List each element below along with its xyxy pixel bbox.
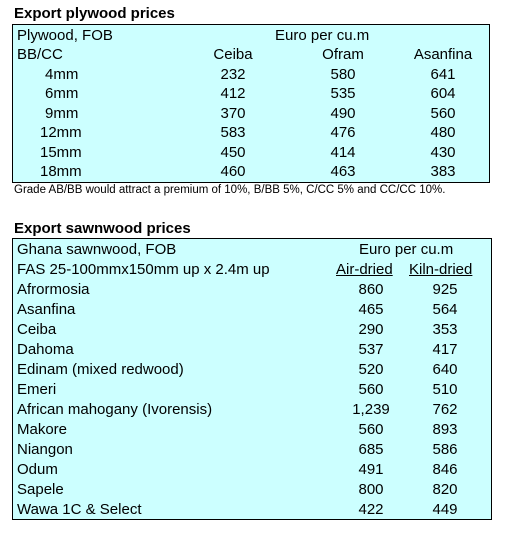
table-row: 9mm 370 490 560 — [13, 104, 489, 124]
table-row: Edinam (mixed redwood) 520 640 — [13, 360, 491, 380]
cell-ceiba: 370 — [220, 105, 246, 122]
plywood-title: Export plywood prices — [14, 5, 175, 22]
row-label: Afrormosia — [17, 281, 90, 298]
cell-asanfina: 480 — [430, 124, 456, 141]
cell-ceiba: 450 — [220, 144, 246, 161]
cell-kiln-dried: 417 — [432, 341, 458, 358]
cell-ceiba: 412 — [220, 85, 246, 102]
table-row: 6mm 412 535 604 — [13, 84, 489, 104]
row-label: Makore — [17, 421, 68, 438]
sawnwood-col-air-dried: Air-dried — [336, 261, 393, 278]
row-label: 12mm — [40, 124, 82, 141]
plywood-col-ceiba: Ceiba — [213, 46, 253, 63]
cell-kiln-dried: 893 — [432, 421, 458, 438]
plywood-header-label: Plywood, FOB — [17, 27, 113, 44]
cell-ceiba: 232 — [220, 66, 246, 83]
cell-air-dried: 685 — [358, 441, 384, 458]
table-row: Asanfina 465 564 — [13, 300, 491, 320]
table-row: Ceiba 290 353 — [13, 320, 491, 340]
cell-ofram: 476 — [330, 124, 356, 141]
sawnwood-col-kiln-dried: Kiln-dried — [409, 261, 473, 278]
cell-kiln-dried: 449 — [432, 501, 458, 518]
table-row: Dahoma 537 417 — [13, 340, 491, 360]
cell-kiln-dried: 640 — [432, 361, 458, 378]
table-row: 4mm 232 580 641 — [13, 65, 489, 85]
row-label: 18mm — [40, 163, 82, 180]
plywood-grade-label: BB/CC — [17, 46, 63, 63]
row-label: African mahogany (Ivorensis) — [17, 401, 213, 418]
row-label: Odum — [17, 461, 58, 478]
table-row: 15mm 450 414 430 — [13, 143, 489, 163]
sawnwood-unit-label: Euro per cu.m — [359, 241, 454, 258]
table-row: Sapele 800 820 — [13, 480, 491, 500]
cell-asanfina: 430 — [430, 144, 456, 161]
cell-kiln-dried: 762 — [432, 401, 458, 418]
sawnwood-spec-label: FAS 25-100mmx150mm up x 2.4m up — [17, 261, 270, 278]
sawnwood-header-label: Ghana sawnwood, FOB — [17, 241, 177, 258]
cell-ofram: 535 — [330, 85, 356, 102]
row-label: Ceiba — [17, 321, 57, 338]
cell-air-dried: 860 — [358, 281, 384, 298]
cell-kiln-dried: 925 — [432, 281, 458, 298]
cell-kiln-dried: 510 — [432, 381, 458, 398]
row-label: Wawa 1C & Select — [17, 501, 142, 518]
cell-air-dried: 491 — [358, 461, 384, 478]
cell-air-dried: 560 — [358, 381, 384, 398]
cell-ofram: 414 — [330, 144, 356, 161]
plywood-unit-label: Euro per cu.m — [275, 27, 370, 44]
plywood-table: Plywood, FOB Euro per cu.m BB/CC Ceiba O… — [12, 24, 490, 183]
cell-kiln-dried: 846 — [432, 461, 458, 478]
cell-kiln-dried: 820 — [432, 481, 458, 498]
plywood-grade-note: Grade AB/BB would attract a premium of 1… — [14, 184, 446, 196]
table-row: Makore 560 893 — [13, 420, 491, 440]
cell-air-dried: 422 — [358, 501, 384, 518]
table-row: Emeri 560 510 — [13, 380, 491, 400]
cell-air-dried: 537 — [358, 341, 384, 358]
plywood-col-asanfina: Asanfina — [413, 46, 473, 63]
cell-asanfina: 560 — [430, 105, 456, 122]
plywood-header-row-1: Plywood, FOB Euro per cu.m — [13, 26, 489, 46]
table-row: 12mm 583 476 480 — [13, 123, 489, 143]
cell-kiln-dried: 586 — [432, 441, 458, 458]
row-label: Asanfina — [17, 301, 76, 318]
row-label: Sapele — [17, 481, 64, 498]
cell-air-dried: 290 — [358, 321, 384, 338]
row-label: Dahoma — [17, 341, 74, 358]
cell-ofram: 580 — [330, 66, 356, 83]
cell-ofram: 490 — [330, 105, 356, 122]
cell-asanfina: 604 — [430, 85, 456, 102]
plywood-col-ofram: Ofram — [322, 46, 364, 63]
sawnwood-title: Export sawnwood prices — [14, 220, 191, 237]
row-label: Niangon — [17, 441, 73, 458]
cell-air-dried: 465 — [358, 301, 384, 318]
table-row: African mahogany (Ivorensis) 1,239 762 — [13, 400, 491, 420]
cell-air-dried: 800 — [358, 481, 384, 498]
row-label: 6mm — [45, 85, 79, 102]
plywood-header-row-2: BB/CC Ceiba Ofram Asanfina — [13, 45, 489, 65]
table-row: 18mm 460 463 383 — [13, 162, 489, 182]
cell-kiln-dried: 564 — [432, 301, 458, 318]
cell-air-dried: 1,239 — [352, 401, 390, 418]
cell-ceiba: 583 — [220, 124, 246, 141]
cell-kiln-dried: 353 — [432, 321, 458, 338]
sawnwood-table: Ghana sawnwood, FOB Euro per cu.m FAS 25… — [12, 238, 492, 520]
cell-asanfina: 641 — [430, 66, 456, 83]
row-label: 4mm — [45, 66, 79, 83]
row-label: Emeri — [17, 381, 57, 398]
table-row: Afrormosia 860 925 — [13, 280, 491, 300]
row-label: 9mm — [45, 105, 79, 122]
cell-asanfina: 383 — [430, 163, 456, 180]
cell-air-dried: 560 — [358, 421, 384, 438]
row-label: 15mm — [40, 144, 82, 161]
cell-air-dried: 520 — [358, 361, 384, 378]
cell-ofram: 463 — [330, 163, 356, 180]
sawnwood-header-row-1: Ghana sawnwood, FOB Euro per cu.m — [13, 240, 491, 260]
table-row: Niangon 685 586 — [13, 440, 491, 460]
table-row: Wawa 1C & Select 422 449 — [13, 500, 491, 520]
sawnwood-header-row-2: FAS 25-100mmx150mm up x 2.4m up Air-drie… — [13, 260, 491, 280]
table-row: Odum 491 846 — [13, 460, 491, 480]
row-label: Edinam (mixed redwood) — [17, 361, 184, 378]
cell-ceiba: 460 — [220, 163, 246, 180]
